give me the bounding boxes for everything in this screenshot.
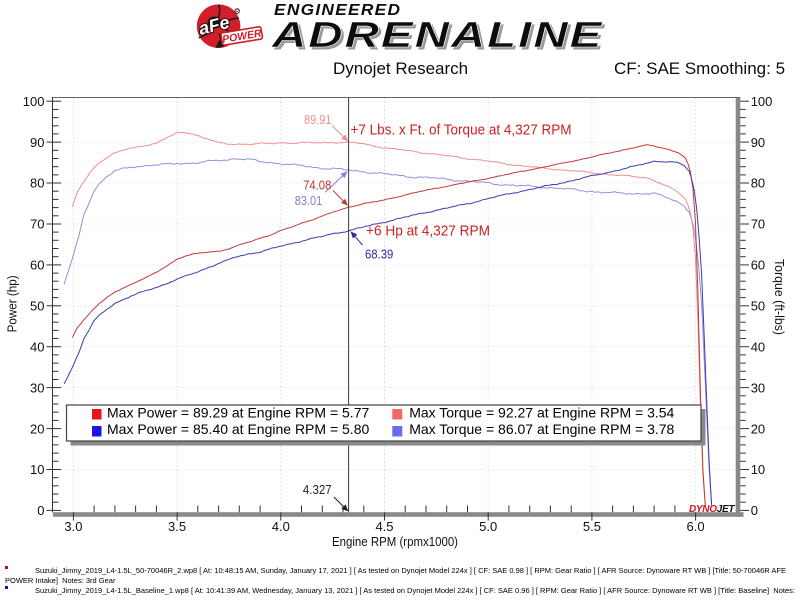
svg-text:0: 0 (37, 503, 44, 518)
svg-text:0: 0 (751, 503, 758, 518)
svg-text:80: 80 (751, 176, 765, 191)
svg-text:Max Torque = 92.27 at Engine R: Max Torque = 92.27 at Engine RPM = 3.54 (409, 404, 674, 420)
svg-text:DYNOJET: DYNOJET (689, 504, 735, 515)
svg-text:40: 40 (30, 339, 44, 354)
svg-text:89.91: 89.91 (304, 112, 332, 127)
svg-text:4.327: 4.327 (303, 482, 332, 497)
svg-text:3.0: 3.0 (64, 519, 82, 534)
svg-text:74.08: 74.08 (303, 178, 331, 193)
svg-text:40: 40 (751, 339, 765, 354)
svg-text:Max Torque = 86.07 at Engine R: Max Torque = 86.07 at Engine RPM = 3.78 (409, 421, 674, 437)
svg-text:70: 70 (751, 217, 765, 232)
svg-text:90: 90 (751, 135, 765, 150)
svg-text:60: 60 (751, 258, 765, 273)
svg-text:Engine RPM (rpmx1000): Engine RPM (rpmx1000) (332, 534, 458, 549)
svg-text:+6 Hp at 4,327 RPM: +6 Hp at 4,327 RPM (366, 222, 490, 239)
svg-text:80: 80 (30, 176, 44, 191)
svg-text:R: R (235, 9, 239, 15)
svg-text:10: 10 (30, 462, 44, 477)
svg-text:+7 Lbs. x Ft. of Torque at 4,3: +7 Lbs. x Ft. of Torque at 4,327 RPM (351, 121, 572, 138)
svg-text:6.0: 6.0 (687, 519, 705, 534)
svg-text:4.5: 4.5 (375, 519, 393, 534)
svg-text:30: 30 (30, 380, 44, 395)
svg-text:30: 30 (751, 380, 765, 395)
svg-text:50: 50 (751, 299, 765, 314)
svg-text:5.0: 5.0 (479, 519, 497, 534)
svg-text:3.5: 3.5 (168, 519, 186, 534)
svg-text:Max Power = 85.40 at Engine RP: Max Power = 85.40 at Engine RPM = 5.80 (107, 421, 369, 437)
svg-text:4.0: 4.0 (272, 519, 290, 534)
svg-text:20: 20 (751, 421, 765, 436)
svg-text:Power (hp): Power (hp) (5, 275, 20, 332)
svg-text:60: 60 (30, 258, 44, 273)
svg-text:20: 20 (30, 421, 44, 436)
svg-text:Torque (ft-lbs): Torque (ft-lbs) (772, 259, 787, 335)
svg-text:70: 70 (30, 217, 44, 232)
svg-text:50: 50 (30, 299, 44, 314)
svg-text:10: 10 (751, 462, 765, 477)
svg-text:5.5: 5.5 (583, 519, 601, 534)
svg-text:90: 90 (30, 135, 44, 150)
svg-text:68.39: 68.39 (365, 247, 393, 262)
svg-text:100: 100 (751, 94, 773, 109)
svg-text:Max Power = 89.29 at Engine RP: Max Power = 89.29 at Engine RPM = 5.77 (107, 404, 369, 420)
svg-text:100: 100 (23, 94, 45, 109)
svg-text:83.01: 83.01 (295, 193, 323, 208)
